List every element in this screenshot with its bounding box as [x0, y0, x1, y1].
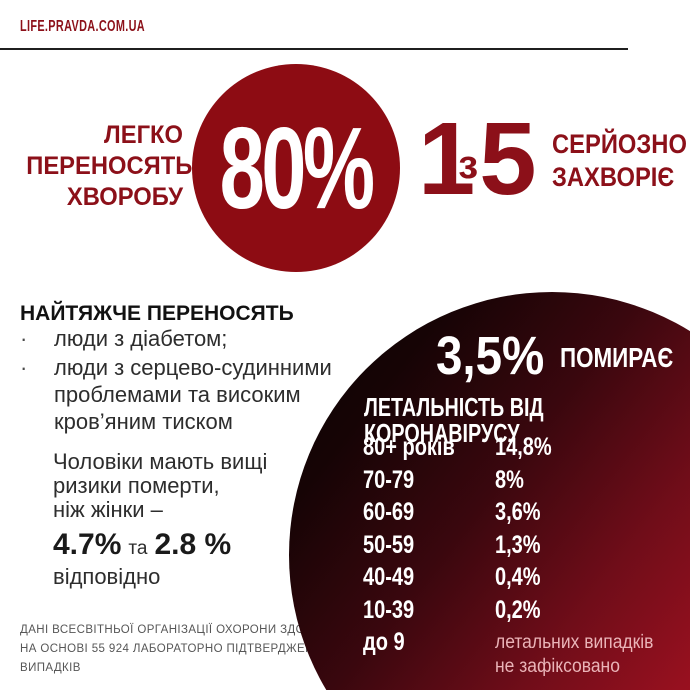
mild-course-circle: 80%: [192, 64, 400, 272]
gender-risk-stats: 4.7% та 2.8 %: [53, 528, 323, 562]
table-row: 10-39 0,2%: [363, 595, 673, 624]
risk-item-text: люди з серцево-судинними проблемами та в…: [54, 355, 332, 434]
age-group: 40-49: [363, 563, 415, 591]
table-row: 50-59 1,3%: [363, 530, 673, 559]
fatality-value: 1,3%: [495, 530, 541, 559]
age-group: до 9: [363, 628, 405, 656]
risk-groups-list: · люди з діабетом; · люди з серцево-суди…: [20, 325, 350, 437]
bullet-icon: ·: [20, 355, 28, 380]
list-item: · люди з діабетом;: [20, 325, 350, 352]
serious-ratio-denominator: 5: [479, 101, 536, 216]
risk-item-text: люди з діабетом;: [54, 326, 228, 351]
fatality-by-age-table: 80+ років 14,8% 70-79 8% 60-69 3,6% 50-5…: [363, 433, 673, 690]
fatality-no-cases-note: летальних випадків не зафіксовано: [495, 632, 654, 677]
mild-course-value: 80%: [219, 103, 376, 233]
header-divider: [0, 48, 628, 50]
fatality-subtitle: ЛЕТАЛЬНІСТЬ ВІД КОРОНАВІРУСУ: [364, 392, 544, 448]
fatality-value: 14,8%: [495, 433, 552, 461]
age-group: 80+ років: [363, 433, 455, 461]
gender-risk-outro: відповідно: [53, 564, 161, 589]
fatality-rate-value: 3,5%: [436, 326, 545, 386]
table-row: 60-69 3,6%: [363, 498, 673, 526]
serious-ratio-numerator: 1: [418, 101, 475, 216]
serious-ratio-of: з: [458, 143, 476, 187]
male-death-rate: 4.7%: [53, 528, 122, 561]
list-item: · люди з серцево-судинними проблемами та…: [20, 354, 350, 435]
gender-risk-block: Чоловіки мають вищі ризики померти, ніж …: [53, 450, 323, 590]
serious-ratio-label: СЕРЙОЗНО ЗАХВОРІЄ: [552, 129, 687, 192]
fatality-rate-label: ПОМИРАЄ: [560, 342, 674, 373]
gender-risk-intro: Чоловіки мають вищі ризики померти, ніж …: [53, 449, 268, 522]
serious-ratio: 1з 5: [418, 107, 537, 211]
age-group: 10-39: [363, 595, 415, 624]
age-group: 60-69: [363, 498, 415, 526]
fatality-value: 0,4%: [495, 563, 541, 591]
table-row: 70-79 8%: [363, 465, 673, 494]
gender-conjunction: та: [128, 538, 148, 559]
risk-groups-heading: НАЙТЯЖЧЕ ПЕРЕНОСЯТЬ: [20, 302, 294, 325]
site-brand: LIFE.PRAVDA.COM.UA: [20, 18, 145, 35]
fatality-value: 0,2%: [495, 595, 541, 624]
data-source-note: ДАНІ ВСЕСВІТНЬОЇ ОРГАНІЗАЦІЇ ОХОРОНИ ЗДО…: [20, 624, 345, 674]
fatality-value: 8%: [495, 465, 524, 494]
age-group: 70-79: [363, 465, 415, 494]
mild-course-label: ЛЕГКО ПЕРЕНОСЯТЬ ХВОРОБУ: [26, 121, 193, 211]
table-row: до 9 летальних випадків не зафіксовано: [363, 628, 673, 679]
table-row: 40-49 0,4%: [363, 563, 673, 591]
fatality-value: 3,6%: [495, 498, 541, 526]
female-death-rate: 2.8 %: [154, 528, 232, 561]
bullet-icon: ·: [20, 326, 28, 351]
age-group: 50-59: [363, 530, 415, 559]
table-row: 80+ років 14,8%: [363, 433, 673, 461]
